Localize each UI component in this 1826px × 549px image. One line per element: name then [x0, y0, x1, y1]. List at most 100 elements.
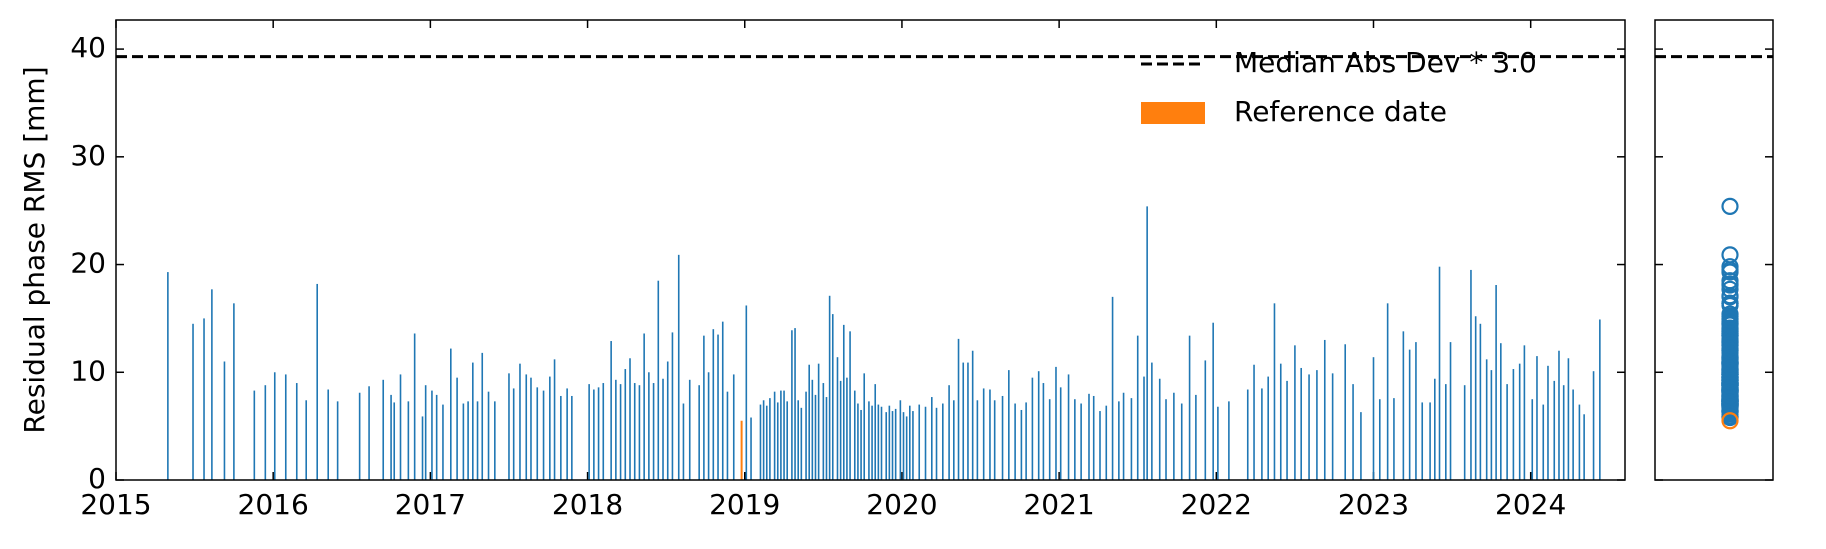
bar	[891, 411, 894, 480]
bar	[1143, 376, 1145, 480]
bar	[571, 395, 573, 480]
bar	[1558, 350, 1560, 480]
bar	[1279, 363, 1282, 480]
bar	[871, 405, 873, 480]
bar	[732, 374, 735, 480]
bar	[203, 318, 205, 480]
bar	[1429, 402, 1431, 480]
bar	[382, 379, 385, 480]
bar	[648, 372, 650, 480]
bar	[721, 321, 724, 480]
side-point	[1721, 276, 1739, 294]
bar	[868, 401, 870, 480]
bar	[233, 303, 235, 480]
bar	[918, 404, 921, 480]
x-tick-label: 2016	[238, 488, 309, 521]
bar	[431, 390, 433, 480]
side-frame	[1654, 19, 1774, 481]
bar	[863, 373, 866, 480]
bar	[776, 402, 779, 480]
bar	[982, 388, 985, 480]
bar	[1204, 360, 1207, 480]
side-point	[1721, 342, 1739, 360]
bar	[1352, 384, 1354, 480]
bar	[814, 394, 817, 480]
side-point	[1721, 362, 1739, 380]
bar	[877, 404, 880, 480]
legend-label: Reference date	[1234, 95, 1447, 128]
side-point	[1721, 349, 1739, 367]
bar	[839, 380, 842, 480]
bar	[657, 280, 660, 480]
bar	[942, 403, 944, 480]
bar	[1474, 316, 1477, 480]
bar	[456, 377, 458, 480]
bar	[953, 400, 955, 480]
bar	[336, 401, 339, 480]
bar	[1592, 371, 1595, 480]
bar	[211, 289, 213, 480]
bar	[836, 357, 839, 480]
bar	[902, 412, 905, 480]
bar	[726, 391, 729, 480]
bar	[442, 404, 444, 480]
bar	[1212, 322, 1214, 480]
side-point	[1721, 294, 1739, 312]
side-point	[1721, 336, 1739, 354]
bar	[1316, 370, 1318, 480]
bar	[1286, 380, 1288, 480]
bar	[1008, 370, 1010, 480]
bar	[638, 385, 641, 480]
bar	[1037, 371, 1040, 480]
bar	[530, 377, 532, 480]
bar	[615, 379, 617, 480]
bar	[1536, 356, 1538, 480]
bar	[305, 400, 307, 480]
bar	[407, 401, 410, 480]
bar	[745, 305, 748, 480]
bar	[805, 391, 807, 480]
bar	[976, 400, 979, 480]
bar	[167, 272, 169, 480]
bar	[894, 408, 897, 480]
bar	[390, 394, 392, 480]
bar	[1372, 357, 1375, 480]
bar	[1495, 285, 1497, 480]
bar	[817, 363, 820, 480]
bar	[316, 283, 318, 480]
bar	[1485, 359, 1488, 480]
bar	[1180, 403, 1183, 480]
bar	[588, 384, 590, 480]
bar	[424, 385, 427, 480]
bar	[1386, 303, 1389, 480]
bar	[899, 400, 902, 480]
bar	[1122, 392, 1125, 480]
bar	[750, 417, 752, 480]
y-axis-label: Residual phase RMS [mm]	[18, 66, 51, 433]
bar	[1173, 392, 1175, 480]
bar	[1074, 399, 1076, 480]
bar	[671, 332, 674, 480]
bar	[797, 400, 799, 480]
bar	[512, 388, 515, 480]
bar	[633, 383, 636, 480]
side-point	[1721, 315, 1739, 333]
bar	[780, 390, 782, 480]
bar	[1228, 401, 1230, 480]
x-tick-label: 2023	[1338, 488, 1409, 521]
bar	[912, 411, 914, 480]
bar	[1151, 362, 1153, 480]
bar	[549, 376, 551, 480]
y-tick-label: 30	[70, 139, 106, 172]
bar	[860, 409, 862, 480]
bar	[1470, 269, 1472, 480]
bar	[1020, 409, 1023, 480]
bar	[783, 390, 785, 480]
bar	[773, 391, 776, 480]
bar	[1562, 385, 1565, 480]
bar	[971, 350, 974, 480]
bar	[1261, 388, 1263, 480]
bar	[1055, 366, 1057, 480]
bar	[1146, 206, 1148, 480]
bar	[1402, 331, 1405, 480]
